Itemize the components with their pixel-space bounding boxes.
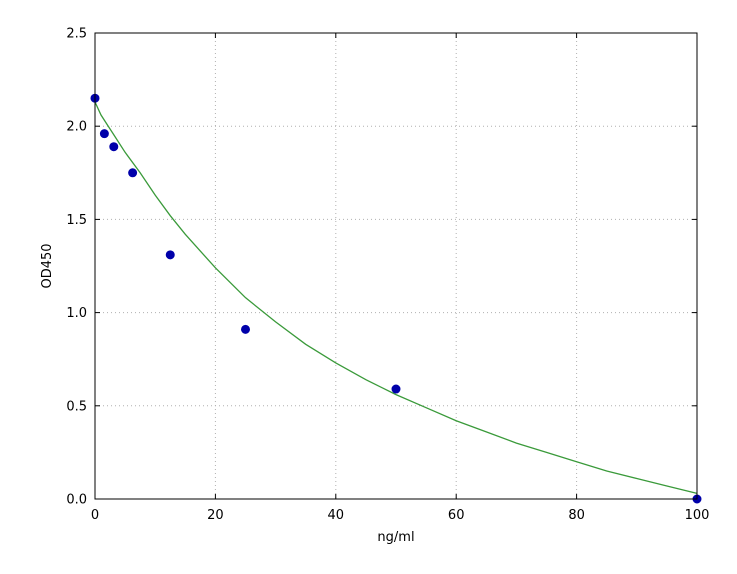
- y-axis-title: OD450: [40, 243, 55, 288]
- data-point: [165, 250, 175, 260]
- points-layer: [90, 93, 702, 504]
- x-axis-title: ng/ml: [377, 530, 414, 545]
- y-tick-label: 1.5: [66, 213, 87, 228]
- data-point: [391, 384, 401, 394]
- data-point: [241, 324, 250, 334]
- y-tick-label: 2.0: [66, 120, 87, 135]
- ticks: [94, 32, 698, 500]
- x-tick-label: 80: [568, 508, 585, 523]
- plot-frame: [94, 32, 698, 500]
- x-tick-label: 0: [91, 508, 99, 523]
- x-tick-label: 40: [328, 508, 345, 523]
- y-tick-label: 2.5: [66, 27, 87, 42]
- data-point: [99, 129, 109, 139]
- data-point: [109, 142, 119, 152]
- data-point: [128, 168, 138, 178]
- x-tick-label: 100: [685, 508, 710, 523]
- y-tick-label: 1.0: [66, 306, 87, 321]
- y-tick-label: 0.5: [66, 399, 87, 414]
- y-tick-label: 0.0: [66, 493, 87, 508]
- tick-labels: 0 20 40 60 80 100 0.0 0.5 1.0 1.5 2.0 2.5: [66, 27, 709, 524]
- x-tick-label: 20: [207, 508, 224, 523]
- fit-curve-layer: [94, 101, 698, 495]
- x-tick-label: 60: [448, 508, 465, 523]
- fit-curve: [94, 101, 698, 495]
